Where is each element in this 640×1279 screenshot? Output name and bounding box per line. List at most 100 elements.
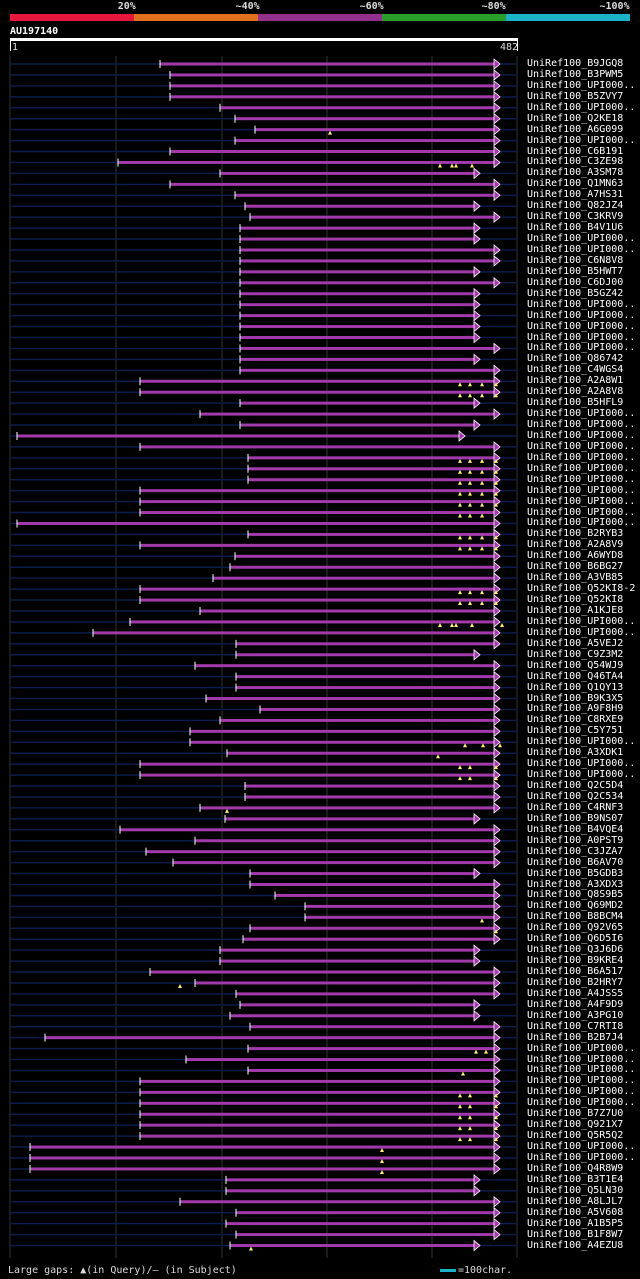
hit-label[interactable]: UniRef100_UPI000..: [527, 473, 636, 485]
hit-label[interactable]: UniRef100_UPI000..: [527, 615, 636, 627]
hit-label[interactable]: UniRef100_Q5LN30: [527, 1184, 624, 1196]
hit-bar[interactable]: [140, 587, 494, 591]
hit-label[interactable]: UniRef100_Q46TA4: [527, 670, 624, 682]
hit-label[interactable]: UniRef100_Q52KI8-2: [527, 583, 636, 595]
hit-bar[interactable]: [226, 1222, 494, 1226]
hit-label[interactable]: UniRef100_UPI000..: [527, 320, 636, 332]
hit-bar[interactable]: [250, 1025, 494, 1029]
hit-label[interactable]: UniRef100_UPI000..: [527, 101, 636, 113]
hit-label[interactable]: UniRef100_UPI000..: [527, 331, 636, 343]
hit-bar[interactable]: [250, 926, 494, 930]
hit-label[interactable]: UniRef100_Q921X7: [527, 1119, 624, 1131]
hit-label[interactable]: UniRef100_UPI000..: [527, 342, 636, 354]
hit-bar[interactable]: [17, 434, 459, 438]
hit-bar[interactable]: [225, 817, 474, 821]
hit-bar[interactable]: [200, 412, 494, 416]
hit-label[interactable]: UniRef100_B3PWM5: [527, 68, 624, 80]
hit-label[interactable]: UniRef100_C4RNF3: [527, 801, 624, 813]
hit-bar[interactable]: [200, 609, 494, 613]
hit-bar[interactable]: [140, 489, 494, 493]
hit-label[interactable]: UniRef100_B9K3X5: [527, 692, 624, 704]
hit-label[interactable]: UniRef100_B6BG27: [527, 561, 624, 573]
hit-bar[interactable]: [140, 598, 494, 602]
hit-bar[interactable]: [236, 686, 494, 690]
hit-bar[interactable]: [227, 751, 494, 755]
hit-label[interactable]: UniRef100_A6WYD8: [527, 550, 624, 562]
hit-label[interactable]: UniRef100_A1KJE8: [527, 605, 624, 616]
hit-label[interactable]: UniRef100_C3JZA7: [527, 845, 624, 857]
hit-bar[interactable]: [186, 1058, 494, 1062]
hit-label[interactable]: UniRef100_UPI000..: [527, 1097, 636, 1109]
hit-label[interactable]: UniRef100_A7HS31: [527, 189, 624, 201]
hit-bar[interactable]: [240, 357, 474, 361]
hit-bar[interactable]: [220, 948, 474, 952]
hit-label[interactable]: UniRef100_B9NS07: [527, 812, 624, 824]
hit-bar[interactable]: [30, 1167, 494, 1171]
hit-label[interactable]: UniRef100_UPI000..: [527, 1053, 636, 1065]
hit-bar[interactable]: [140, 1123, 494, 1127]
hit-bar[interactable]: [235, 117, 494, 121]
hit-label[interactable]: UniRef100_Q69MD2: [527, 900, 624, 912]
hit-label[interactable]: UniRef100_B5GZ42: [527, 287, 624, 299]
hit-bar[interactable]: [240, 346, 494, 350]
hit-label[interactable]: UniRef100_A4JSS5: [527, 987, 624, 999]
hit-bar[interactable]: [240, 368, 494, 372]
hit-bar[interactable]: [220, 106, 494, 110]
hit-bar[interactable]: [170, 95, 494, 99]
hit-label[interactable]: UniRef100_UPI000..: [527, 440, 636, 452]
hit-bar[interactable]: [220, 718, 494, 722]
hit-bar[interactable]: [17, 521, 494, 525]
hit-bar[interactable]: [240, 314, 474, 318]
hit-label[interactable]: UniRef100_C6DJ00: [527, 276, 624, 288]
hit-label[interactable]: UniRef100_UPI000..: [527, 517, 636, 529]
hit-bar[interactable]: [195, 981, 494, 985]
hit-label[interactable]: UniRef100_UPI000..: [527, 243, 636, 255]
hit-label[interactable]: UniRef100_C5Y751: [527, 725, 624, 737]
hit-bar[interactable]: [230, 1014, 474, 1018]
hit-label[interactable]: UniRef100_UPI000..: [527, 1086, 636, 1098]
hit-bar[interactable]: [250, 215, 494, 219]
hit-bar[interactable]: [243, 937, 494, 941]
hit-label[interactable]: UniRef100_UPI000..: [527, 1152, 636, 1163]
hit-bar[interactable]: [260, 707, 494, 711]
hit-bar[interactable]: [305, 915, 494, 919]
hit-label[interactable]: UniRef100_A2A8V9: [527, 539, 624, 551]
hit-bar[interactable]: [240, 270, 474, 274]
hit-label[interactable]: UniRef100_Q2C534: [527, 790, 624, 802]
hit-label[interactable]: UniRef100_C7RTI8: [527, 1020, 624, 1032]
hit-label[interactable]: UniRef100_C3KRV9: [527, 211, 624, 223]
hit-bar[interactable]: [206, 697, 494, 701]
hit-label[interactable]: UniRef100_UPI000..: [527, 1075, 636, 1087]
hit-label[interactable]: UniRef100_A5VEJ2: [527, 637, 624, 649]
hit-label[interactable]: UniRef100_A9F8H9: [527, 703, 624, 715]
hit-label[interactable]: UniRef100_Q2KE18: [527, 112, 624, 124]
hit-bar[interactable]: [236, 1211, 494, 1215]
hit-bar[interactable]: [240, 325, 474, 329]
hit-bar[interactable]: [140, 762, 494, 766]
hit-bar[interactable]: [195, 664, 494, 668]
hit-label[interactable]: UniRef100_B8BCM4: [527, 911, 624, 923]
hit-label[interactable]: UniRef100_Q5R5Q2: [527, 1130, 624, 1142]
hit-bar[interactable]: [248, 1068, 494, 1072]
hit-label[interactable]: UniRef100_B5HFL9: [527, 397, 624, 409]
hit-label[interactable]: UniRef100_A3VB85: [527, 572, 624, 584]
hit-label[interactable]: UniRef100_B4V1U6: [527, 222, 624, 234]
hit-bar[interactable]: [173, 861, 494, 865]
hit-bar[interactable]: [220, 959, 474, 963]
hit-label[interactable]: UniRef100_UPI000..: [527, 429, 636, 441]
hit-label[interactable]: UniRef100_UPI000..: [527, 736, 636, 748]
hit-bar[interactable]: [220, 171, 474, 175]
hit-bar[interactable]: [240, 401, 474, 405]
hit-bar[interactable]: [45, 1036, 494, 1040]
hit-label[interactable]: UniRef100_UPI000..: [527, 495, 636, 507]
hit-bar[interactable]: [245, 795, 494, 799]
hit-bar[interactable]: [240, 226, 474, 230]
hit-bar[interactable]: [230, 1244, 474, 1248]
hit-label[interactable]: UniRef100_Q82JZ4: [527, 200, 624, 212]
hit-label[interactable]: UniRef100_B6A517: [527, 966, 624, 978]
hit-bar[interactable]: [240, 1003, 474, 1007]
hit-label[interactable]: UniRef100_B6AV70: [527, 856, 624, 868]
hit-label[interactable]: UniRef100_Q2C5D4: [527, 780, 624, 792]
hit-bar[interactable]: [236, 642, 494, 646]
hit-bar[interactable]: [170, 182, 494, 186]
